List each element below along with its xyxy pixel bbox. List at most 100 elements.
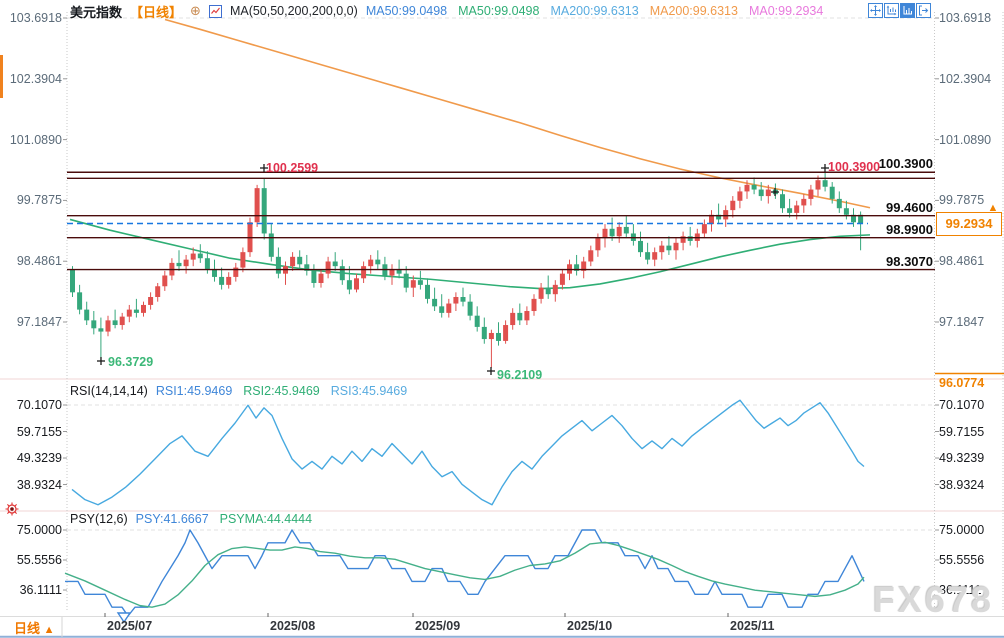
rsi-value: RSI3:45.9469 [330,384,408,398]
candle [531,298,537,312]
candle [574,264,580,271]
axis-label: 98.4861 [16,254,62,269]
candle [446,303,452,313]
psy-value: PSY:41.6667 [135,512,209,526]
axis-label: 38.9324 [939,477,985,492]
axis-label: 101.0890 [9,132,62,147]
candle [709,214,714,225]
axis-label: 98.4861 [939,254,985,269]
candle [275,256,281,274]
rsi-line [71,399,865,506]
candle [105,320,111,332]
period-tag: 【日线】 [130,4,183,20]
candle [638,240,643,253]
candle [297,256,303,265]
axis-scale-active-icon[interactable] [900,3,915,18]
candle [481,326,487,340]
psy-values: PSY:41.6667 PSYMA:44.4444 [136,512,323,526]
candle [155,286,161,298]
candle [417,280,423,285]
axis-label-min-price: 96.0774 [939,375,985,390]
rsi-value: RSI2:45.9469 [243,384,320,398]
candle [354,278,359,290]
candle [425,284,430,299]
candle [141,304,146,313]
candle [332,261,338,267]
candle [559,273,565,285]
date-label: 2025/10 [567,619,613,633]
candle [84,309,90,321]
rsi-values: RSI1:45.9469 RSI2:45.9469 RSI3:45.9469 [156,384,418,398]
candle [503,325,509,341]
pan-crosshair-icon[interactable] [868,3,883,18]
current-price-box: 99.2934 [936,212,1002,237]
candle [197,253,203,259]
candle [112,320,118,326]
ma-value: MA0:99.2934 [748,4,824,18]
axis-label: 55.5556 [16,553,62,567]
candle [77,292,83,310]
candle [204,258,210,269]
candle [666,245,672,251]
candle [268,233,274,257]
indicator-settings-icon[interactable] [4,501,20,517]
candle [98,328,104,332]
candle [318,273,324,283]
ma50-line [69,218,871,290]
period-selector[interactable]: 日线 ▲ [14,618,55,637]
candle [488,332,494,340]
left-scrollbar-thumb[interactable] [0,55,3,98]
candle [552,284,558,295]
psy-formula: PSY(12,6) [70,512,128,526]
period-selector-label: 日线 [14,621,41,636]
axis-label: 49.3239 [16,451,62,466]
candle [339,266,345,281]
candle [375,259,381,265]
chart-toolbar [868,3,931,18]
candle [240,252,246,268]
axis-range-icon[interactable] [884,3,899,18]
axis-label: 75.0000 [16,523,62,537]
candlestick-chart-icon[interactable] [208,4,222,18]
candle [758,189,764,197]
candle [581,261,587,271]
axis-label: 97.1847 [939,315,985,329]
pop-out-icon[interactable] [916,3,931,18]
candle [510,312,516,326]
candle [133,309,139,313]
price-annotation: 96.2109 [497,368,543,382]
axis-label: 103.6918 [939,11,992,25]
candle [403,273,409,288]
circle-plus-icon[interactable]: ⊕ [190,3,201,18]
candle [737,191,743,201]
candle [730,200,736,211]
candle [815,180,821,190]
price-annotation: 100.2599 [266,161,319,175]
candle [851,214,856,223]
ma-value: MA50:99.0498 [365,4,448,18]
candle [645,252,651,260]
candle [460,297,466,302]
psy-line [65,529,865,617]
candle [687,236,693,241]
axis-label: 36.1111 [939,583,982,598]
candle [361,266,367,279]
axis-label: 102.3904 [939,71,992,86]
candle [261,188,267,234]
candle [609,228,615,237]
rsi-formula: RSI(14,14,14) [70,384,148,398]
axis-label: 59.7155 [16,424,62,439]
candle [212,268,217,277]
symbol-name: 美元指数 [70,4,123,20]
ma-values: MA50:99.0498 MA50:99.0498 MA200:99.6313 MA2… [366,4,835,18]
candle [467,301,473,316]
psy-value: PSYMA:44.4444 [219,512,313,526]
candle [716,214,722,220]
candle [680,236,686,243]
candle [70,269,75,293]
psyma-line [64,541,865,608]
candle [119,316,125,326]
candle [545,287,551,295]
